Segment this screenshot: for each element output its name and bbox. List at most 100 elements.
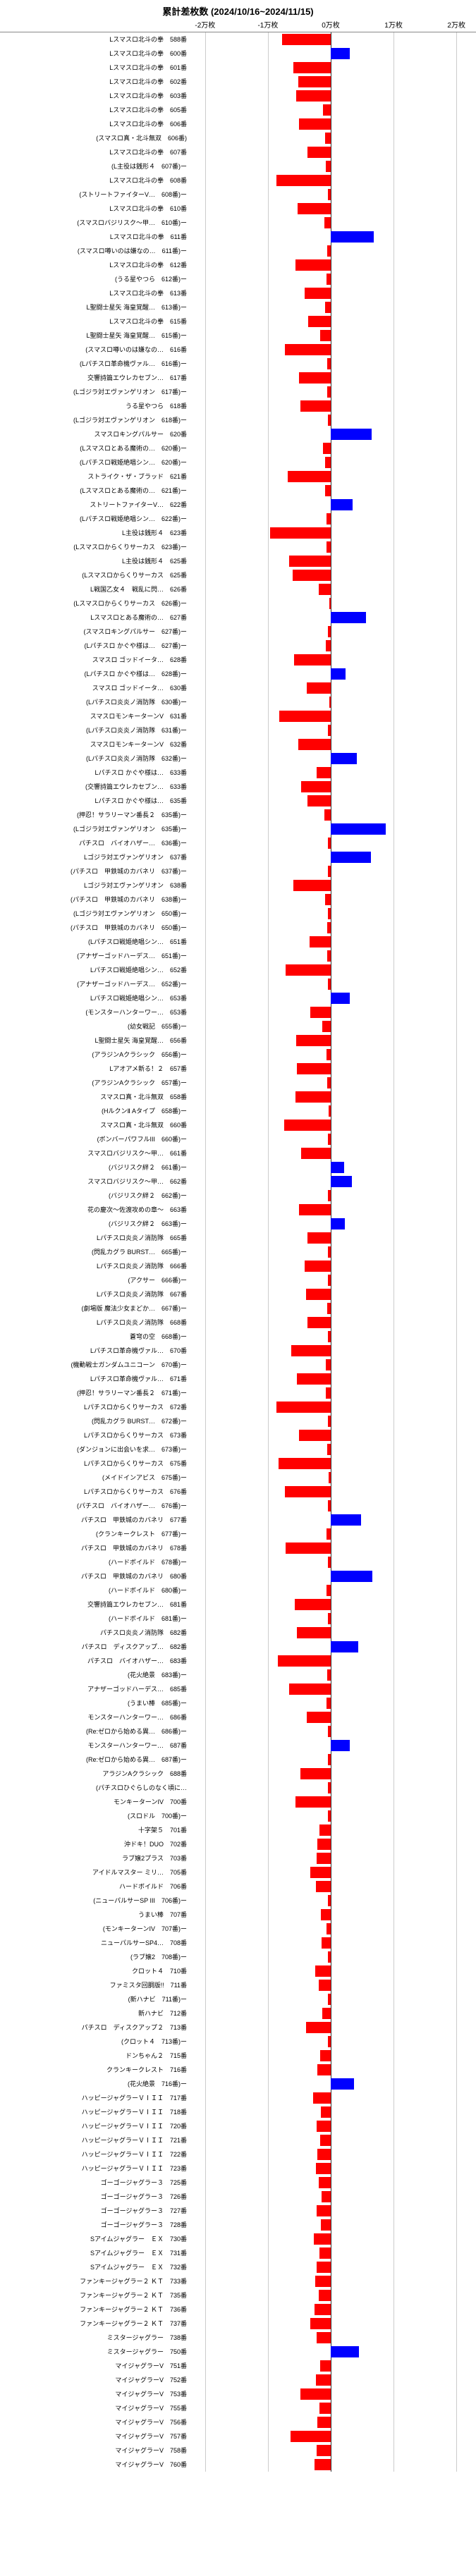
row-label: (Lゴジラ対エヴァンゲリオン 617番)ー <box>0 385 191 399</box>
bar <box>326 640 331 651</box>
chart-title: 累計差枚数 (2024/10/16~2024/11/15) <box>0 0 476 19</box>
chart-row: L戦国乙女４ 戦乱に閃… 626番 <box>0 582 476 596</box>
bar <box>279 711 331 722</box>
bar <box>317 2417 331 2428</box>
chart-row: スマスロバジリスク～甲… 661番 <box>0 1146 476 1160</box>
bar <box>328 1416 331 1427</box>
chart-row: ミスタージャグラー 738番 <box>0 2331 476 2345</box>
chart-row: (クランキークレスト 677番)ー <box>0 1527 476 1541</box>
row-label: Sアイムジャグラー ＥＸ 731番 <box>0 2246 191 2260</box>
chart-row: (ハードボイルド 680番)ー <box>0 1583 476 1597</box>
bar <box>331 1641 358 1652</box>
bar <box>301 781 331 792</box>
row-label: (閃乱カグラ BURST… 672番)ー <box>0 1414 191 1428</box>
row-label: (アクサー 666番)ー <box>0 1273 191 1287</box>
bar <box>326 1387 331 1399</box>
row-label: Lアオアメ新る！２ 657番 <box>0 1062 191 1076</box>
bar <box>319 2247 331 2259</box>
bar <box>307 1317 331 1328</box>
row-label: ハッピージャグラーＶⅠＩＩ 718番 <box>0 2105 191 2119</box>
chart-row: Lアオアメ新る！２ 657番 <box>0 1062 476 1076</box>
chart-row: マイジャグラーV 752番 <box>0 2373 476 2387</box>
chart-row: 交響詩篇エウレカセブン… 681番 <box>0 1597 476 1612</box>
chart-row: (Lパチスロ戦姫絶唱シン… 620番)ー <box>0 455 476 470</box>
row-label: 沖ドキ！DUO 702番 <box>0 1837 191 1851</box>
chart-row: Lパチスロ炎炎ノ消防隊 667番 <box>0 1287 476 1301</box>
chart-row: (クロット４ 713番)ー <box>0 2035 476 2049</box>
chart-row: ゴーゴージャグラー３ 726番 <box>0 2190 476 2204</box>
chart-row: スマスロモンキーターンV 631番 <box>0 709 476 723</box>
row-label: マイジャグラーV 756番 <box>0 2415 191 2429</box>
chart-row: (パチスロひぐらしのなく頃に… <box>0 1781 476 1795</box>
chart-row: (Lスマスロからくりサーカス 626番)ー <box>0 596 476 611</box>
bar <box>293 880 331 891</box>
row-label: Lパチスロからくりサーカス 672番 <box>0 1400 191 1414</box>
bar <box>328 1754 331 1765</box>
row-label: (Re:ゼロから始める異… 687番)ー <box>0 1753 191 1767</box>
row-label: スマスロモンキーターンV 632番 <box>0 737 191 752</box>
chart-row: パチスロ ディスクアップ２ 713番 <box>0 2020 476 2035</box>
row-label: 新ハナビ 712番 <box>0 2006 191 2020</box>
row-label: マイジャグラーV 752番 <box>0 2373 191 2387</box>
chart-row: (劇場版 魔法少女まどか… 667番)ー <box>0 1301 476 1315</box>
chart-row: (Lパチスロ革命機ヴァル… 616番)ー <box>0 357 476 371</box>
plot-area: Lスマスロ北斗の拳 588番Lスマスロ北斗の拳 600番Lスマスロ北斗の拳 60… <box>0 32 476 2472</box>
bar <box>305 288 331 299</box>
chart-row: (Lパチスロ戦姫絶唱シン… 651番 <box>0 935 476 949</box>
chart-row: スマスロ真・北斗無双 660番 <box>0 1118 476 1132</box>
bar <box>331 2078 354 2090</box>
bar <box>317 767 331 778</box>
row-label: (ストリートファイターV… 608番)ー <box>0 188 191 202</box>
row-label: (幼女戦記 655番)ー <box>0 1019 191 1034</box>
bar <box>299 372 331 384</box>
bar <box>331 48 350 59</box>
row-label: (新ハナビ 711番)ー <box>0 1992 191 2006</box>
chart-row: (Lパチスロ かぐや様は… 628番)ー <box>0 667 476 681</box>
chart-row: (花火絶景 683番)ー <box>0 1668 476 1682</box>
chart-row: アイドルマスター ミリ… 705番 <box>0 1865 476 1879</box>
row-label: (ハードボイルド 678番)ー <box>0 1555 191 1569</box>
row-label: マイジャグラーV 751番 <box>0 2359 191 2373</box>
row-label: Lパチスロ かぐや様は… 635番 <box>0 794 191 808</box>
row-label: ゴーゴージャグラー３ 726番 <box>0 2190 191 2204</box>
row-label: (スマスロ真・北斗無双 606番) <box>0 131 191 145</box>
chart-row: うる星やつら 618番 <box>0 399 476 413</box>
row-label: ファミスタ回胴版!! 711番 <box>0 1978 191 1992</box>
bar <box>327 513 331 525</box>
chart-row: (アラジンAクラシック 656番)ー <box>0 1048 476 1062</box>
chart-row: モンキーターンIV 700番 <box>0 1795 476 1809</box>
chart-row: モンスターハンターワー… 687番 <box>0 1738 476 1753</box>
row-label: (Lスマスロからくりサーカス 623番)ー <box>0 540 191 554</box>
row-label: (メイドインアビス 675番)ー <box>0 1471 191 1485</box>
row-label: (閃乱カグラ BURST… 665番)ー <box>0 1245 191 1259</box>
row-label: ドンちゃん２ 715番 <box>0 2049 191 2063</box>
bar <box>327 922 331 933</box>
row-label: Sアイムジャグラー ＥＸ 732番 <box>0 2260 191 2274</box>
bar <box>317 2262 331 2273</box>
chart-row: (Lパチスロ炎炎ノ消防隊 630番)ー <box>0 695 476 709</box>
row-label: (Lパチスロ革命機ヴァル… 616番)ー <box>0 357 191 371</box>
bar <box>325 302 331 313</box>
chart-row: (スマスロ真・北斗無双 606番) <box>0 131 476 145</box>
bar <box>319 2177 331 2188</box>
bar <box>289 556 331 567</box>
bar <box>307 795 331 806</box>
bar <box>317 1839 331 1850</box>
chart-row: (Lパチスロ かぐや様は… 627番)ー <box>0 639 476 653</box>
row-label: パチスロ 甲鉄城のカバネリ 678番 <box>0 1541 191 1555</box>
bar <box>320 330 331 341</box>
bar <box>319 2290 331 2301</box>
chart-row: パチスロ バイオハザー… 683番 <box>0 1654 476 1668</box>
bar <box>331 1162 344 1173</box>
row-label: Lスマスロ北斗の拳 608番 <box>0 173 191 188</box>
row-label: (クロット４ 713番)ー <box>0 2035 191 2049</box>
row-label: (バジリスク絆２ 663番)ー <box>0 1217 191 1231</box>
row-label: アナザーゴッドハーデス… 685番 <box>0 1682 191 1696</box>
chart-row: (閃乱カグラ BURST… 672番)ー <box>0 1414 476 1428</box>
row-label: Lスマスロ北斗の拳 600番 <box>0 47 191 61</box>
bar <box>310 1007 331 1018</box>
row-label: ファンキージャグラー２ ＫＴ 735番 <box>0 2288 191 2302</box>
chart-row: Lスマスロ北斗の拳 605番 <box>0 103 476 117</box>
chart-row: ハードボイルド 706番 <box>0 1879 476 1894</box>
chart-row: (スマスロバジリスク～甲… 610番)ー <box>0 216 476 230</box>
